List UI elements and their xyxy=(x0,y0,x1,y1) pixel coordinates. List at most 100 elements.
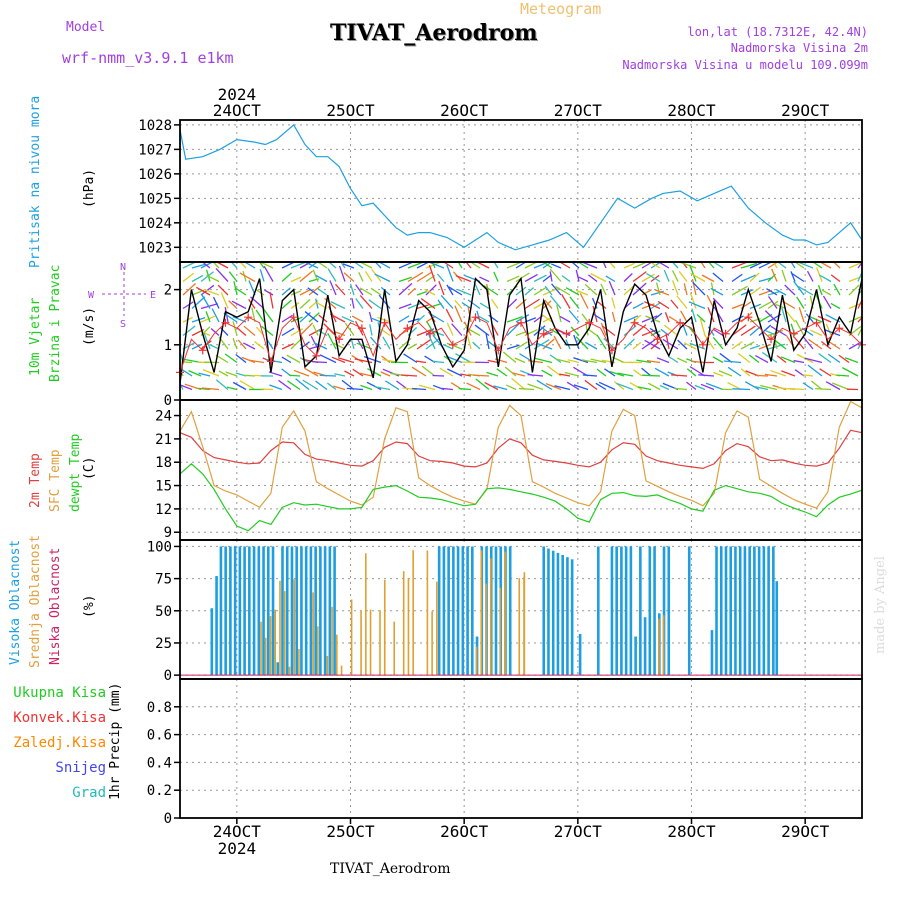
cloud-high-bar xyxy=(328,546,332,676)
wind-arrow xyxy=(578,261,589,269)
wind-arrow xyxy=(445,355,463,364)
wind-arrow xyxy=(806,270,814,282)
wind-arrow xyxy=(446,322,454,336)
wind-arrow xyxy=(650,302,661,310)
wind-arrow xyxy=(212,296,220,309)
ytick-label: 0.2 xyxy=(147,783,172,799)
cloud-high-bar xyxy=(653,546,656,676)
wind-arrow xyxy=(308,285,321,296)
wind-arrow xyxy=(515,261,527,269)
wind-gust-marker xyxy=(198,346,207,355)
wind-arrow xyxy=(559,315,571,323)
cloud-high-bar xyxy=(662,546,666,676)
cloud-high-bar xyxy=(276,662,280,676)
wind-arrow xyxy=(802,335,814,350)
wind-arrow xyxy=(770,369,787,377)
wind-arrow xyxy=(327,332,337,350)
wind-gust-marker xyxy=(312,351,321,360)
cloud-high-bar xyxy=(210,608,214,676)
ytick-label: 50 xyxy=(155,604,172,620)
wind-arrow xyxy=(287,380,301,391)
wind-arrow xyxy=(420,298,436,310)
wind-arrow xyxy=(398,303,412,310)
wind-arrow xyxy=(699,318,706,336)
wind-arrow xyxy=(327,268,337,282)
wind-arrow xyxy=(793,359,805,364)
wind-arrow xyxy=(330,301,346,310)
wind-gust-marker xyxy=(471,313,480,322)
bottom-time-tick-label: 29OCT xyxy=(781,822,830,841)
wind-arrow xyxy=(804,357,823,364)
wind-arrow xyxy=(411,366,427,377)
wind-arrow xyxy=(817,315,832,323)
bottom-time-tick-label: 26OCT xyxy=(440,822,489,841)
wind-arrow xyxy=(458,387,472,391)
wind-arrow xyxy=(308,261,318,269)
wind-arrow xyxy=(200,271,214,283)
cloud-high-bar xyxy=(570,559,574,676)
wind-arrow xyxy=(641,273,655,283)
wind-arrow xyxy=(731,324,747,337)
chart-title: TIVAT_Aerodrom xyxy=(330,20,538,46)
cloud-high-bar xyxy=(442,546,446,676)
bottom-time-tick-label: 27OCT xyxy=(554,822,603,841)
wind-arrow xyxy=(299,270,313,282)
wind-arrow xyxy=(768,296,778,309)
wind-arrow xyxy=(374,261,382,269)
wind-arrow xyxy=(573,384,589,391)
wind-gust-marker xyxy=(653,335,662,344)
wind-arrow xyxy=(848,261,863,269)
wind-arrow xyxy=(731,341,743,350)
cloud-mid-bar xyxy=(288,666,291,676)
wind-arrow xyxy=(636,359,652,364)
wind-arrow xyxy=(614,381,625,391)
wind-arrow xyxy=(796,296,805,309)
cloud-high-bar xyxy=(578,633,582,676)
cloud-high-bar xyxy=(266,546,270,676)
wind-arrow xyxy=(848,315,863,323)
wind-arrow xyxy=(668,315,679,323)
wind-arrow xyxy=(569,296,580,309)
wind-arrow xyxy=(315,380,328,391)
wind-arrow xyxy=(830,274,841,283)
cloud-high-bar xyxy=(257,546,261,676)
wind-arrow xyxy=(286,354,301,364)
cloud-mid-bar xyxy=(274,609,277,676)
wind-arrow xyxy=(251,307,256,323)
wind-arrow xyxy=(364,271,373,282)
wind-arrow xyxy=(445,308,454,323)
wind-arrow xyxy=(380,286,391,296)
wind-arrow xyxy=(304,311,319,323)
wind-arrow xyxy=(689,292,697,309)
wind-arrow xyxy=(696,314,706,323)
wind-arrow xyxy=(551,263,562,269)
wind-arrow xyxy=(632,302,644,310)
sfc-temp-line xyxy=(179,400,863,509)
wind-arrow xyxy=(844,357,859,364)
wind-arrow xyxy=(295,378,310,391)
wind-arrow xyxy=(585,341,598,350)
wind-arrow xyxy=(428,261,445,269)
wind-arrow xyxy=(200,293,211,309)
wind-arrow xyxy=(781,307,787,323)
ytick-label: 25 xyxy=(155,636,172,652)
cloud-high-bar xyxy=(229,546,232,676)
wind-arrow xyxy=(575,289,589,296)
wind-arrow xyxy=(278,379,292,391)
wind-arrow xyxy=(723,360,742,364)
wind-arrow xyxy=(644,339,661,350)
wind-arrow xyxy=(683,283,688,296)
cloud-mid-bar xyxy=(298,648,300,676)
wind-arrow xyxy=(790,261,796,269)
ytick-label: 1023 xyxy=(138,240,172,256)
cloud-high-bar xyxy=(561,555,564,676)
wind-arrow xyxy=(680,310,688,323)
wind-arrow xyxy=(188,370,202,377)
wind-gust-marker xyxy=(539,329,548,338)
wind-arrow xyxy=(671,280,679,296)
wind-arrow xyxy=(559,261,571,269)
wind-arrow xyxy=(755,355,769,364)
cloud-high-bar xyxy=(566,557,569,676)
wind-arrow xyxy=(549,268,562,282)
wind-arrow xyxy=(573,334,580,350)
